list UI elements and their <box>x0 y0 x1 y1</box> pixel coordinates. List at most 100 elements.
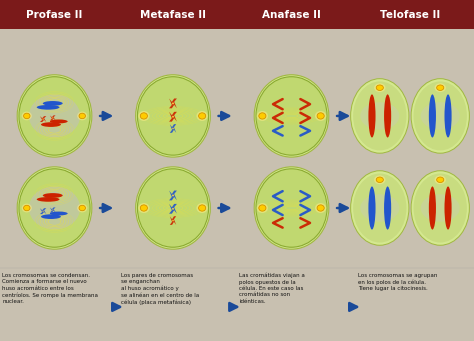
Ellipse shape <box>23 205 31 211</box>
Ellipse shape <box>138 203 150 213</box>
Ellipse shape <box>137 169 209 247</box>
Ellipse shape <box>258 112 266 120</box>
Ellipse shape <box>43 193 63 198</box>
Ellipse shape <box>78 113 86 119</box>
Ellipse shape <box>172 102 174 104</box>
Ellipse shape <box>259 113 266 119</box>
Ellipse shape <box>37 105 60 110</box>
Ellipse shape <box>375 177 384 183</box>
FancyBboxPatch shape <box>0 0 474 29</box>
Ellipse shape <box>140 113 147 119</box>
Ellipse shape <box>41 214 61 219</box>
Text: Telofase II: Telofase II <box>380 10 440 20</box>
Ellipse shape <box>317 113 324 119</box>
Ellipse shape <box>375 85 384 91</box>
Polygon shape <box>169 204 177 214</box>
Ellipse shape <box>315 203 326 213</box>
Ellipse shape <box>37 197 60 202</box>
Ellipse shape <box>24 113 30 119</box>
Ellipse shape <box>437 177 444 182</box>
Text: Los pares de cromosomas
se enganchan
al huso acromático y
se alinéan en el centr: Los pares de cromosomas se enganchan al … <box>121 273 199 305</box>
Ellipse shape <box>19 169 90 247</box>
Ellipse shape <box>50 119 68 123</box>
Ellipse shape <box>360 194 399 222</box>
Ellipse shape <box>445 187 452 229</box>
Ellipse shape <box>22 204 32 212</box>
Ellipse shape <box>384 94 391 137</box>
Polygon shape <box>169 112 177 122</box>
Ellipse shape <box>413 174 467 242</box>
Ellipse shape <box>376 85 383 90</box>
Polygon shape <box>40 208 46 214</box>
Ellipse shape <box>256 77 327 155</box>
Ellipse shape <box>52 209 54 210</box>
Ellipse shape <box>196 111 208 121</box>
Ellipse shape <box>78 205 86 211</box>
Ellipse shape <box>368 94 375 137</box>
Ellipse shape <box>435 83 446 92</box>
Ellipse shape <box>258 204 266 212</box>
Ellipse shape <box>316 204 325 212</box>
Ellipse shape <box>436 85 445 91</box>
Ellipse shape <box>436 177 445 183</box>
Ellipse shape <box>351 171 409 245</box>
Ellipse shape <box>17 167 92 249</box>
Polygon shape <box>50 115 55 120</box>
Ellipse shape <box>43 101 63 106</box>
Ellipse shape <box>259 205 266 211</box>
Ellipse shape <box>19 77 90 155</box>
Ellipse shape <box>172 194 174 196</box>
Polygon shape <box>40 116 46 122</box>
Ellipse shape <box>376 177 383 182</box>
Polygon shape <box>170 216 176 225</box>
Ellipse shape <box>41 122 61 127</box>
Ellipse shape <box>420 194 460 222</box>
Ellipse shape <box>137 77 209 155</box>
Ellipse shape <box>79 113 85 119</box>
Ellipse shape <box>315 111 326 121</box>
Ellipse shape <box>437 85 444 90</box>
Ellipse shape <box>199 205 206 211</box>
Polygon shape <box>170 124 176 133</box>
Ellipse shape <box>172 208 174 210</box>
Ellipse shape <box>29 187 80 229</box>
Ellipse shape <box>360 102 399 130</box>
Ellipse shape <box>198 112 206 120</box>
Ellipse shape <box>198 204 206 212</box>
Ellipse shape <box>77 112 87 120</box>
Ellipse shape <box>351 79 409 153</box>
Ellipse shape <box>420 102 460 130</box>
Ellipse shape <box>368 187 375 229</box>
Ellipse shape <box>254 167 329 249</box>
Ellipse shape <box>429 187 436 229</box>
Ellipse shape <box>384 187 391 229</box>
Ellipse shape <box>140 204 148 212</box>
Ellipse shape <box>429 94 436 137</box>
Ellipse shape <box>140 205 147 211</box>
Ellipse shape <box>136 167 210 249</box>
Ellipse shape <box>257 203 268 213</box>
Ellipse shape <box>196 203 208 213</box>
Ellipse shape <box>50 211 68 216</box>
Ellipse shape <box>413 81 467 150</box>
Text: Metafase II: Metafase II <box>140 10 206 20</box>
Ellipse shape <box>42 118 44 120</box>
Ellipse shape <box>24 205 30 211</box>
Ellipse shape <box>353 174 407 242</box>
Ellipse shape <box>374 175 385 184</box>
Polygon shape <box>169 191 177 201</box>
Text: Los cromosomas se condensan.
Comienza a formarse el nuevo
huso acromático entre : Los cromosomas se condensan. Comienza a … <box>2 273 99 304</box>
Ellipse shape <box>172 116 174 118</box>
Ellipse shape <box>445 94 452 137</box>
Ellipse shape <box>411 171 469 245</box>
Ellipse shape <box>140 112 148 120</box>
Ellipse shape <box>317 205 324 211</box>
Text: Las cromátidas viajan a
polos opuestos de la
célula. En este caso las
cromátidas: Las cromátidas viajan a polos opuestos d… <box>239 273 305 304</box>
Text: Los cromosomas se agrupan
en los polos de la célula.
Tiene lugar la citocinesis.: Los cromosomas se agrupan en los polos d… <box>358 273 437 291</box>
Text: Anafase II: Anafase II <box>262 10 321 20</box>
Ellipse shape <box>257 111 268 121</box>
Ellipse shape <box>17 75 92 157</box>
Ellipse shape <box>79 205 85 211</box>
Polygon shape <box>50 207 55 212</box>
Ellipse shape <box>411 79 469 153</box>
